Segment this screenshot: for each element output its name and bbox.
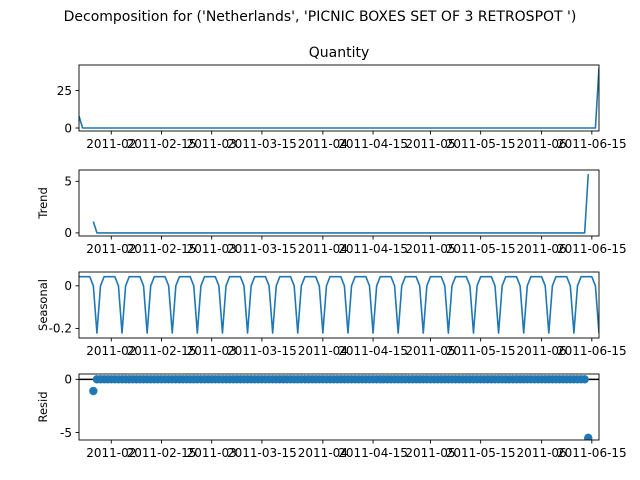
trend-series-line: [92, 174, 590, 234]
trend-xtick-label: 2011-04-15: [338, 242, 408, 256]
resid-xtick-label: 2011-06-15: [557, 446, 627, 460]
trend-xtick-label: 2011-05: [405, 242, 455, 256]
quantity-xtick-label: 2011-04-15: [338, 137, 408, 151]
resid-outlier-point: [584, 433, 593, 440]
seasonal-xtick-label: 2011-04-15: [338, 344, 408, 358]
seasonal-ytick-label: 0: [64, 279, 72, 293]
resid-ytick-label: -5: [60, 426, 72, 440]
quantity-xtick-label: 2011-03: [187, 137, 237, 151]
trend-xtick-label: 2011-02: [86, 242, 136, 256]
figure-suptitle: Decomposition for ('Netherlands', 'PICNI…: [64, 9, 577, 25]
trend-xtick-label: 2011-04: [298, 242, 348, 256]
seasonal-xtick-label: 2011-05: [405, 344, 455, 358]
quantity-xtick-label: 2011-06-15: [557, 137, 627, 151]
seasonal-xtick-label: 2011-02-15: [127, 344, 197, 358]
resid-xtick-label: 2011-05-15: [446, 446, 516, 460]
trend-axes-frame: [78, 169, 600, 237]
trend-xtick-label: 2011-06: [517, 242, 567, 256]
trend-xtick-label: 2011-06-15: [557, 242, 627, 256]
resid-xtick-label: 2011-06: [517, 446, 567, 460]
trend-xtick-label: 2011-02-15: [127, 242, 197, 256]
resid-outlier-point: [89, 386, 98, 396]
resid-plot-area: [79, 375, 599, 440]
trend-plot-area: [92, 174, 590, 234]
seasonal-xtick-label: 2011-06-15: [557, 344, 627, 358]
resid-xtick-label: 2011-04: [298, 446, 348, 460]
quantity-panel-title: Quantity: [309, 45, 370, 61]
trend-ylabel: Trend: [36, 187, 50, 219]
resid-xtick-label: 2011-05: [405, 446, 455, 460]
quantity-xtick-label: 2011-02: [86, 137, 136, 151]
seasonal-xtick-label: 2011-03: [187, 344, 237, 358]
seasonal-xtick-label: 2011-06: [517, 344, 567, 358]
resid-xtick-label: 2011-02-15: [127, 446, 197, 460]
seasonal-xtick-label: 2011-03-15: [227, 344, 297, 358]
quantity-xtick-label: 2011-03-15: [227, 137, 297, 151]
quantity-xtick-label: 2011-05-15: [446, 137, 516, 151]
quantity-xtick-label: 2011-02-15: [127, 137, 197, 151]
resid-xtick-label: 2011-04-15: [338, 446, 408, 460]
seasonal-axes-frame: [78, 271, 600, 339]
seasonal-xtick-label: 2011-02: [86, 344, 136, 358]
resid-ylabel: Resid: [36, 391, 50, 422]
quantity-axes-frame: [78, 64, 600, 132]
seasonal-xtick-label: 2011-05-15: [446, 344, 516, 358]
quantity-plot-area: [79, 67, 599, 129]
seasonal-series-line: [79, 275, 599, 334]
seasonal-ytick-label: -0.2: [49, 322, 72, 336]
quantity-xtick-label: 2011-06: [517, 137, 567, 151]
quantity-xtick-label: 2011-05: [405, 137, 455, 151]
quantity-ytick-label: 0: [64, 121, 72, 135]
resid-point: [580, 375, 589, 384]
quantity-series-line: [79, 67, 599, 129]
seasonal-xtick-label: 2011-04: [298, 344, 348, 358]
resid-xtick-label: 2011-03: [187, 446, 237, 460]
seasonal-ylabel: Seasonal: [36, 279, 50, 331]
resid-xtick-label: 2011-03-15: [227, 446, 297, 460]
quantity-ytick-label: 25: [57, 84, 72, 98]
seasonal-plot-area: [79, 275, 599, 334]
trend-ytick-label: 5: [64, 175, 72, 189]
trend-xtick-label: 2011-03: [187, 242, 237, 256]
trend-xtick-label: 2011-05-15: [446, 242, 516, 256]
quantity-xtick-label: 2011-04: [298, 137, 348, 151]
trend-xtick-label: 2011-03-15: [227, 242, 297, 256]
resid-ytick-label: 0: [64, 373, 72, 387]
trend-ytick-label: 0: [64, 226, 72, 240]
resid-xtick-label: 2011-02: [86, 446, 136, 460]
resid-axes-frame: [78, 373, 600, 441]
